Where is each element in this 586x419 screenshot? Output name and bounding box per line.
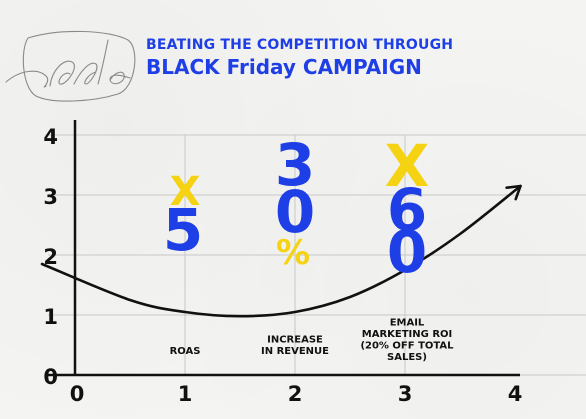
x-tick-label-2: 2 <box>288 382 303 406</box>
stat-revenue-digit-2: 0 <box>275 178 315 246</box>
stat-email-multiplier: X <box>385 132 430 200</box>
stat-email-digit-2: 0 <box>387 218 427 286</box>
y-tick-label-3: 3 <box>43 185 58 209</box>
stat-roas-value: 5 <box>163 196 203 264</box>
y-tick-label-0: 0 <box>43 365 58 389</box>
stat-revenue-digit-1: 3 <box>275 131 315 199</box>
category-label-3-line-1: EMAIL <box>390 318 425 329</box>
x-tick-label-0: 0 <box>70 382 85 406</box>
trend-curve <box>40 184 522 318</box>
title-line-2: BLACK Friday CAMPAIGN <box>146 55 422 79</box>
stat-revenue-percent: % <box>276 233 310 273</box>
title-line-1: BEATING THE COMPETITION THROUGH <box>146 37 454 53</box>
stat-roas-multiplier: X <box>170 169 201 215</box>
y-tick-label-2: 2 <box>43 245 58 269</box>
y-tick-label-1: 1 <box>43 305 58 329</box>
x-tick-label-3: 3 <box>398 382 413 406</box>
category-label-2-line-2: IN REVENUE <box>261 346 329 357</box>
category-label-2-line-1: INCREASE <box>267 335 323 346</box>
category-label-3-line-4: SALES) <box>387 352 427 363</box>
x-tick-label-4: 4 <box>508 382 523 406</box>
chart-title: BEATING THE COMPETITION THROUGH BLACK Fr… <box>146 37 453 79</box>
x-tick-label-1: 1 <box>178 382 193 406</box>
y-tick-label-4: 4 <box>43 125 58 149</box>
category-label-1-line-1: ROAS <box>170 346 201 357</box>
stat-email-digit-1: 6 <box>387 176 427 244</box>
category-label-3-line-2: MARKETING ROI <box>362 329 453 340</box>
trend-arrowhead <box>505 184 522 201</box>
category-label-3-line-3: (20% OFF TOTAL <box>360 341 454 352</box>
